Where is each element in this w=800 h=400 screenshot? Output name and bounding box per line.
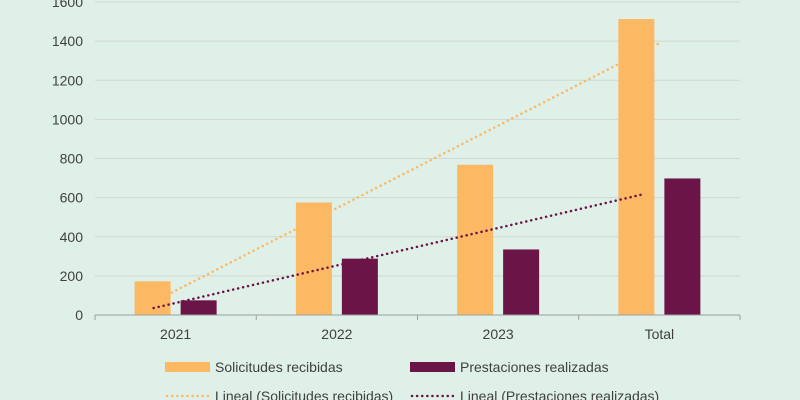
gridlines xyxy=(95,1,740,277)
legend-prestaciones-swatch xyxy=(410,362,455,372)
legend-prestaciones-label: Prestaciones realizadas xyxy=(460,359,609,375)
x-tick-label: 2023 xyxy=(483,326,514,342)
y-tick-label: 200 xyxy=(60,268,84,284)
bars xyxy=(134,19,701,315)
y-tick-label: 400 xyxy=(60,229,84,245)
x-tick-label: 2022 xyxy=(321,326,352,342)
y-axis: 0 200 400 600 800 1000 1200 1400 1600 xyxy=(52,0,83,323)
y-tick-label: 0 xyxy=(75,307,83,323)
bar-prestaciones xyxy=(664,178,701,315)
trendline-prestaciones xyxy=(152,192,647,310)
bar-prestaciones xyxy=(341,258,378,315)
legend-solicitudes-swatch xyxy=(165,362,210,372)
bar-solicitudes xyxy=(457,164,494,315)
y-tick-label: 1400 xyxy=(52,33,83,49)
x-axis: 2021 2022 2023 Total xyxy=(94,314,741,342)
legend-lineal-solicitudes-label: Lineal (Solicitudes recibidas) xyxy=(215,388,393,400)
bar-prestaciones xyxy=(503,249,540,315)
legend: Solicitudes recibidas Prestaciones realiz… xyxy=(165,359,659,400)
x-tick-label: Total xyxy=(645,326,675,342)
legend-lineal-prestaciones-label: Lineal (Prestaciones realizadas) xyxy=(460,388,659,400)
legend-solicitudes-label: Solicitudes recibidas xyxy=(215,359,343,375)
y-tick-label: 1600 xyxy=(52,0,83,10)
trendlines xyxy=(152,41,661,310)
y-tick-label: 600 xyxy=(60,190,84,206)
bar-prestaciones xyxy=(180,300,217,315)
bar-solicitudes xyxy=(295,202,332,315)
y-tick-label: 800 xyxy=(60,151,84,167)
trendline-solicitudes xyxy=(152,41,661,304)
bar-solicitudes xyxy=(134,281,171,315)
bar-solicitudes xyxy=(618,19,655,315)
y-tick-label: 1000 xyxy=(52,111,83,127)
y-tick-label: 1200 xyxy=(52,72,83,88)
x-tick-label: 2021 xyxy=(160,326,191,342)
